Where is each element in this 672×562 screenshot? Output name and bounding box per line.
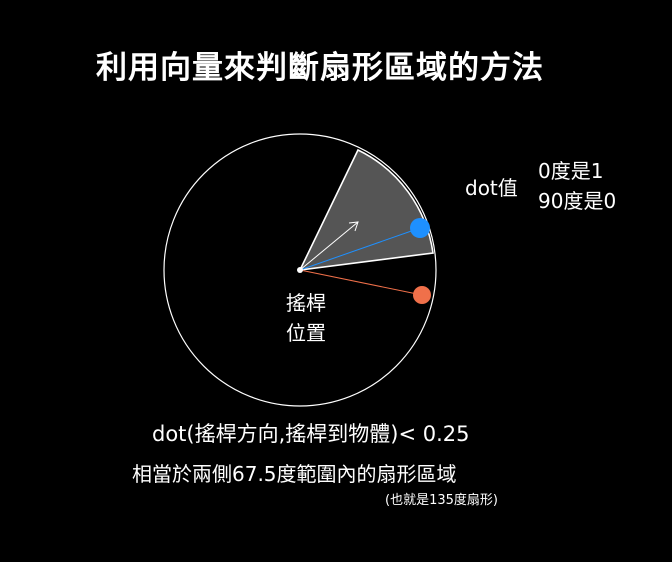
note-text: (也就是135度扇形) (385, 493, 498, 508)
dot-formula: dot(搖桿方向,搖桿到物體)< 0.25 (152, 422, 470, 446)
meaning-text: 相當於兩側67.5度範圍內的扇形區域 (132, 462, 457, 486)
joystick-position-label: 搖桿 位置 (276, 288, 336, 348)
direction-arrowhead (348, 221, 359, 232)
direction-arrow-shaft (299, 221, 359, 271)
dot-value-90deg: 90度是0 (538, 189, 617, 213)
out-sector-object-dot (413, 286, 431, 304)
dot-value-0deg: 0度是1 (538, 159, 604, 183)
in-sector-object-dot (410, 218, 430, 238)
dot-value-label: dot值 (465, 176, 518, 200)
range-circle (163, 133, 437, 407)
out-sector-vector (299, 269, 423, 296)
joystick-center-dot (297, 267, 303, 273)
joystick-label-line1: 搖桿 (286, 291, 326, 315)
joystick-label-line2: 位置 (286, 321, 326, 345)
page-title: 利用向量來判斷扇形區域的方法 (96, 50, 544, 86)
dot-value-list: 0度是1 90度是0 (538, 156, 616, 216)
sector-area (298, 148, 434, 271)
in-sector-vector (299, 227, 421, 271)
